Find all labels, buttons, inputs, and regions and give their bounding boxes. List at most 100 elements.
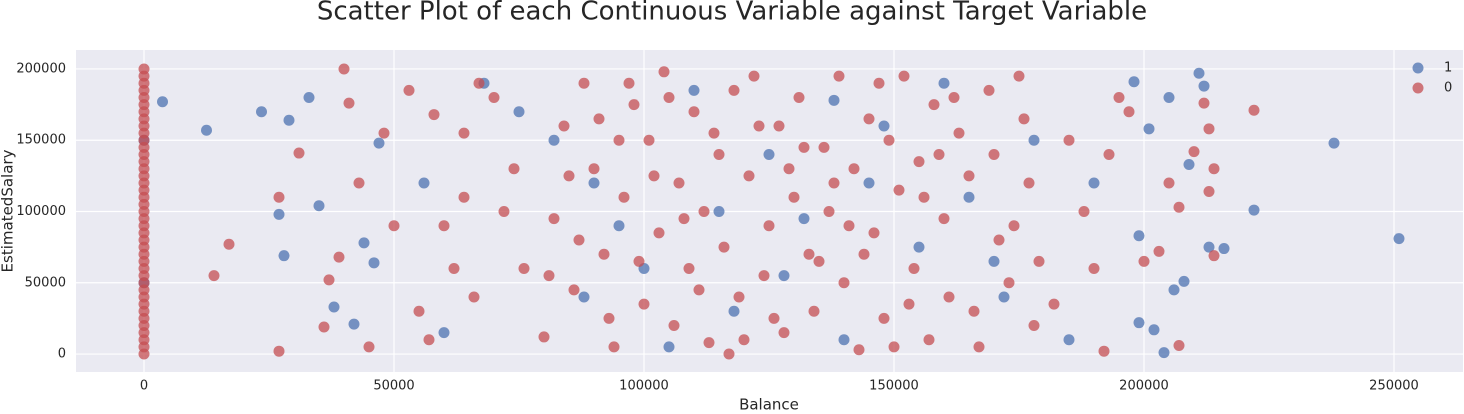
point (1168, 284, 1180, 296)
point (818, 141, 830, 153)
y-tick-label: 200000 (16, 61, 66, 76)
point (913, 156, 925, 168)
point (513, 106, 525, 118)
point (1198, 97, 1210, 109)
point (303, 91, 315, 103)
x-tick-label: 150000 (869, 379, 919, 394)
point (563, 170, 575, 182)
point (578, 291, 590, 303)
point (1203, 186, 1215, 198)
point (603, 312, 615, 324)
point (333, 251, 345, 263)
point (783, 163, 795, 175)
point (613, 134, 625, 146)
point (803, 248, 815, 260)
point (328, 301, 340, 313)
point (548, 213, 560, 225)
point (593, 113, 605, 125)
point (1178, 275, 1190, 287)
point (1018, 113, 1030, 125)
point (1138, 255, 1150, 267)
point (573, 234, 585, 246)
point (1008, 220, 1020, 232)
point (588, 177, 600, 189)
point (798, 213, 810, 225)
point (343, 97, 355, 109)
point (1103, 148, 1115, 160)
x-tick-label: 250000 (1369, 379, 1419, 394)
point (588, 163, 600, 175)
legend-marker (1412, 82, 1424, 94)
point (838, 277, 850, 289)
point (1218, 243, 1230, 255)
point (878, 312, 890, 324)
point (508, 163, 520, 175)
point (1023, 177, 1035, 189)
point (1173, 339, 1185, 351)
point (568, 284, 580, 296)
point (933, 148, 945, 160)
point (728, 305, 740, 317)
point (748, 70, 760, 82)
point (773, 120, 785, 132)
point (673, 177, 685, 189)
point (973, 341, 985, 353)
point (843, 220, 855, 232)
point (808, 305, 820, 317)
point (663, 341, 675, 353)
point (888, 341, 900, 353)
point (1033, 255, 1045, 267)
point (208, 270, 220, 282)
point (518, 263, 530, 275)
point (898, 70, 910, 82)
point (313, 200, 325, 212)
point (458, 127, 470, 139)
point (1113, 91, 1125, 103)
legend-label: 0 (1444, 81, 1452, 96)
point (1163, 177, 1175, 189)
point (878, 120, 890, 132)
point (223, 238, 235, 250)
point (1158, 347, 1170, 359)
point (753, 120, 765, 132)
point (663, 91, 675, 103)
point (428, 109, 440, 121)
point (693, 284, 705, 296)
point (293, 147, 305, 159)
point (963, 191, 975, 203)
point (348, 318, 360, 330)
point (863, 177, 875, 189)
point (758, 270, 770, 282)
x-tick-label: 50000 (373, 379, 414, 394)
point (1148, 324, 1160, 336)
point (708, 127, 720, 139)
point (438, 327, 450, 339)
point (358, 237, 370, 249)
point (283, 114, 295, 126)
point (548, 134, 560, 146)
point (668, 320, 680, 332)
point (138, 63, 150, 75)
point (828, 94, 840, 106)
point (1208, 250, 1220, 262)
point (578, 77, 590, 89)
point (768, 312, 780, 324)
point (948, 91, 960, 103)
point (388, 220, 400, 232)
point (1013, 70, 1025, 82)
point (763, 220, 775, 232)
point (338, 63, 350, 75)
point (703, 337, 715, 349)
point (983, 84, 995, 96)
point (1028, 320, 1040, 332)
point (448, 263, 460, 275)
point (1208, 163, 1220, 175)
point (913, 241, 925, 253)
point (713, 148, 725, 160)
point (698, 205, 710, 217)
y-axis-label: EstimatedSalary (0, 149, 17, 272)
point (1133, 230, 1145, 242)
y-tick-label: 0 (58, 347, 66, 362)
point (1063, 334, 1075, 346)
point (903, 298, 915, 310)
